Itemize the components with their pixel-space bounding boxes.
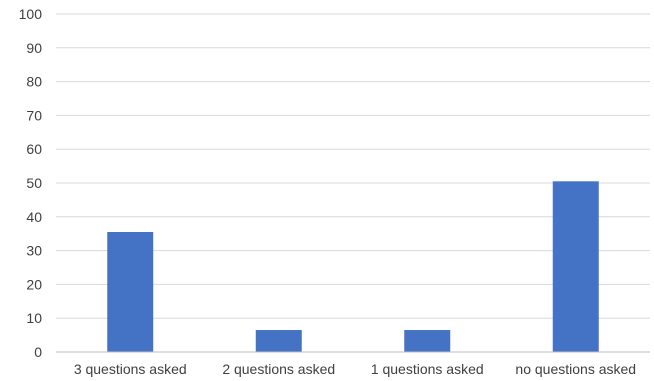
y-tick-label: 100 (19, 6, 43, 22)
bars (107, 181, 599, 352)
y-tick-label: 70 (26, 107, 42, 123)
x-category-label: 1 questions asked (371, 361, 484, 377)
x-category-label: 3 questions asked (74, 361, 187, 377)
y-tick-label: 20 (26, 276, 42, 292)
y-tick-label: 80 (26, 74, 42, 90)
y-tick-label: 90 (26, 40, 42, 56)
x-category-label: no questions asked (515, 361, 636, 377)
bar (107, 232, 154, 352)
x-axis-category-labels: 3 questions asked 2 questions asked 1 ques… (74, 361, 636, 377)
y-tick-label: 30 (26, 243, 42, 259)
y-tick-label: 60 (26, 141, 42, 157)
bar (255, 330, 302, 352)
y-tick-label: 10 (26, 310, 42, 326)
y-tick-label: 50 (26, 175, 42, 191)
bar (552, 181, 599, 352)
gridlines (56, 13, 650, 319)
y-tick-label: 40 (26, 209, 42, 225)
bar (404, 330, 451, 352)
y-tick-label: 0 (34, 344, 42, 360)
y-axis-tick-labels: 0 10 20 30 40 50 60 70 80 90 100 (19, 6, 43, 360)
x-category-label: 2 questions asked (222, 361, 335, 377)
